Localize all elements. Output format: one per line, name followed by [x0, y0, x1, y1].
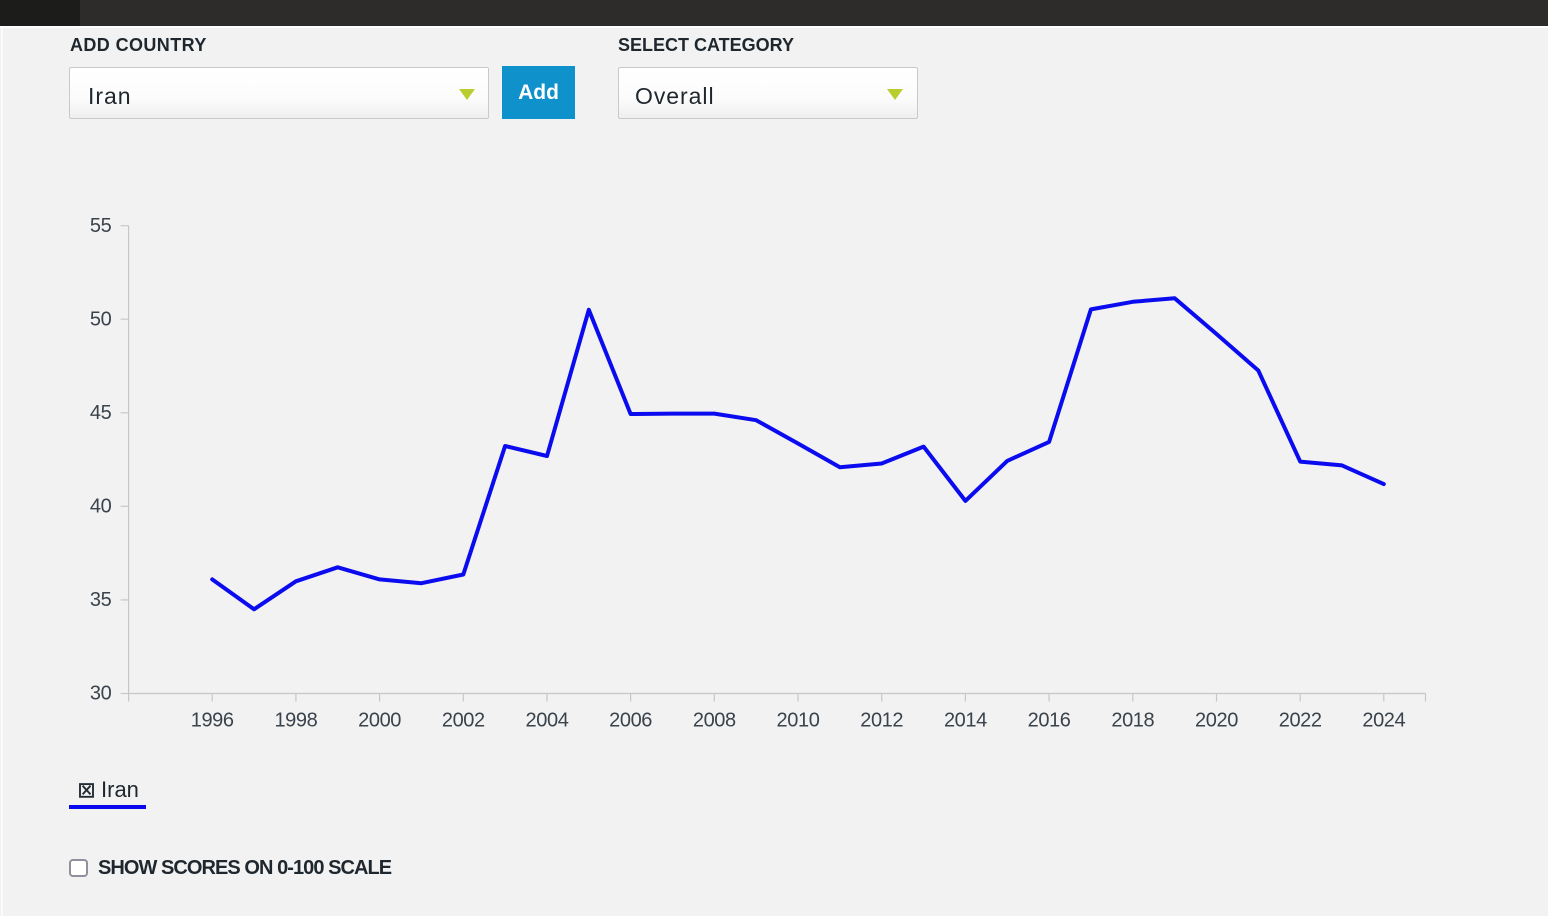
svg-text:2022: 2022 — [1279, 710, 1322, 732]
svg-text:30: 30 — [90, 683, 112, 705]
svg-text:45: 45 — [90, 402, 112, 424]
svg-text:40: 40 — [90, 496, 112, 518]
svg-text:2024: 2024 — [1362, 710, 1405, 732]
svg-text:2012: 2012 — [860, 710, 903, 732]
svg-text:1996: 1996 — [191, 710, 234, 732]
svg-text:55: 55 — [90, 215, 112, 237]
svg-text:2002: 2002 — [442, 710, 485, 732]
svg-text:2018: 2018 — [1111, 710, 1154, 732]
svg-text:2000: 2000 — [358, 710, 401, 732]
svg-text:2010: 2010 — [777, 710, 820, 732]
svg-text:2004: 2004 — [526, 710, 569, 732]
svg-text:2016: 2016 — [1028, 710, 1071, 732]
svg-text:2008: 2008 — [693, 710, 736, 732]
svg-text:2020: 2020 — [1195, 710, 1238, 732]
svg-text:1998: 1998 — [274, 710, 317, 732]
svg-text:2006: 2006 — [609, 710, 652, 732]
svg-text:35: 35 — [90, 589, 112, 611]
svg-text:50: 50 — [90, 308, 112, 330]
svg-text:2014: 2014 — [944, 710, 987, 732]
